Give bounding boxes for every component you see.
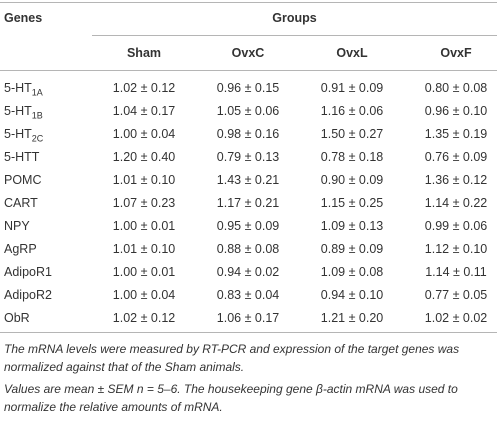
cell-value: 0.94 ± 0.02 <box>216 265 280 279</box>
rule <box>0 70 497 71</box>
gene-name: 5-HT2C <box>4 127 43 144</box>
cell-value: 1.02 ± 0.12 <box>112 81 176 95</box>
gene-label: AgRP <box>4 242 37 256</box>
cell-value: 1.00 ± 0.04 <box>112 288 176 302</box>
cell-value: 0.80 ± 0.08 <box>424 81 488 95</box>
cell-value: 0.96 ± 0.15 <box>216 81 280 95</box>
cell-value: 1.14 ± 0.22 <box>424 196 488 210</box>
gene-name: AgRP <box>4 242 37 256</box>
gene-name: 5-HTT <box>4 150 39 164</box>
gene-name: 5-HT1B <box>4 104 43 121</box>
footnote: Values are mean ± SEM n = 5–6. The house… <box>4 382 458 414</box>
cell-value: 1.06 ± 0.17 <box>216 311 280 325</box>
cell-value: 0.94 ± 0.10 <box>320 288 384 302</box>
cell-value: 1.50 ± 0.27 <box>320 127 384 141</box>
cell-value: 1.02 ± 0.02 <box>424 311 488 325</box>
gene-label: AdipoR1 <box>4 265 52 279</box>
gene-name: AdipoR1 <box>4 265 52 279</box>
cell-value: 1.16 ± 0.06 <box>320 104 384 118</box>
cell-value: 1.09 ± 0.08 <box>320 265 384 279</box>
cell-value: 0.91 ± 0.09 <box>320 81 384 95</box>
cell-value: 1.00 ± 0.01 <box>112 219 176 233</box>
cell-value: 1.01 ± 0.10 <box>112 173 176 187</box>
cell-value: 1.01 ± 0.10 <box>112 242 176 256</box>
gene-label: 5-HTT <box>4 150 40 164</box>
cell-value: 1.04 ± 0.17 <box>112 104 176 118</box>
cell-value: 0.83 ± 0.04 <box>216 288 280 302</box>
gene-subscript: 1A <box>31 87 43 98</box>
cell-value: 1.00 ± 0.04 <box>112 127 176 141</box>
cell-value: 1.12 ± 0.10 <box>424 242 488 256</box>
cell-value: 1.43 ± 0.21 <box>216 173 280 187</box>
column-header: OvxL <box>336 46 368 60</box>
rule <box>0 2 497 3</box>
gene-name: 5-HT1A <box>4 81 43 98</box>
gene-name: AdipoR2 <box>4 288 52 302</box>
genes-header: Genes <box>4 11 43 25</box>
gene-label: POMC <box>4 173 42 187</box>
column-header: Sham <box>126 46 162 60</box>
cell-value: 1.05 ± 0.06 <box>216 104 280 118</box>
cell-value: 1.14 ± 0.11 <box>425 265 487 279</box>
cell-value: 0.90 ± 0.09 <box>320 173 384 187</box>
gene-label: AdipoR2 <box>4 288 52 302</box>
cell-value: 1.07 ± 0.23 <box>112 196 176 210</box>
gene-label: 5-HT <box>4 81 32 95</box>
cell-value: 0.96 ± 0.10 <box>424 104 488 118</box>
cell-value: 1.36 ± 0.12 <box>424 173 488 187</box>
cell-value: 0.88 ± 0.08 <box>216 242 280 256</box>
cell-value: 0.98 ± 0.16 <box>216 127 280 141</box>
column-header: OvxC <box>231 46 265 60</box>
gene-label: CART <box>4 196 38 210</box>
gene-label: NPY <box>4 219 30 233</box>
gene-label: 5-HT <box>4 104 32 118</box>
gene-name: POMC <box>4 173 42 187</box>
column-header: OvxF <box>440 46 472 60</box>
cell-value: 1.00 ± 0.01 <box>112 265 176 279</box>
gene-subscript: 2C <box>31 133 44 144</box>
cell-value: 0.76 ± 0.09 <box>424 150 488 164</box>
gene-name: NPY <box>4 219 30 233</box>
cell-value: 1.21 ± 0.20 <box>320 311 384 325</box>
cell-value: 1.09 ± 0.13 <box>320 219 384 233</box>
cell-value: 0.77 ± 0.05 <box>424 288 488 302</box>
cell-value: 0.95 ± 0.09 <box>216 219 280 233</box>
rule <box>0 332 497 333</box>
cell-value: 0.99 ± 0.06 <box>424 219 488 233</box>
gene-label: ObR <box>4 311 30 325</box>
footnote: The mRNA levels were measured by RT-PCR … <box>4 342 460 374</box>
rule <box>92 35 497 36</box>
cell-value: 1.02 ± 0.12 <box>112 311 176 325</box>
cell-value: 1.17 ± 0.21 <box>216 196 280 210</box>
cell-value: 1.20 ± 0.40 <box>112 150 176 164</box>
cell-value: 0.78 ± 0.18 <box>320 150 384 164</box>
cell-value: 1.35 ± 0.19 <box>424 127 488 141</box>
groups-header: Groups <box>272 11 317 25</box>
cell-value: 1.15 ± 0.25 <box>320 196 384 210</box>
gene-label: 5-HT <box>4 127 32 141</box>
gene-name: ObR <box>4 311 30 325</box>
gene-subscript: 1B <box>31 110 43 121</box>
cell-value: 0.79 ± 0.13 <box>216 150 280 164</box>
gene-name: CART <box>4 196 38 210</box>
cell-value: 0.89 ± 0.09 <box>320 242 384 256</box>
